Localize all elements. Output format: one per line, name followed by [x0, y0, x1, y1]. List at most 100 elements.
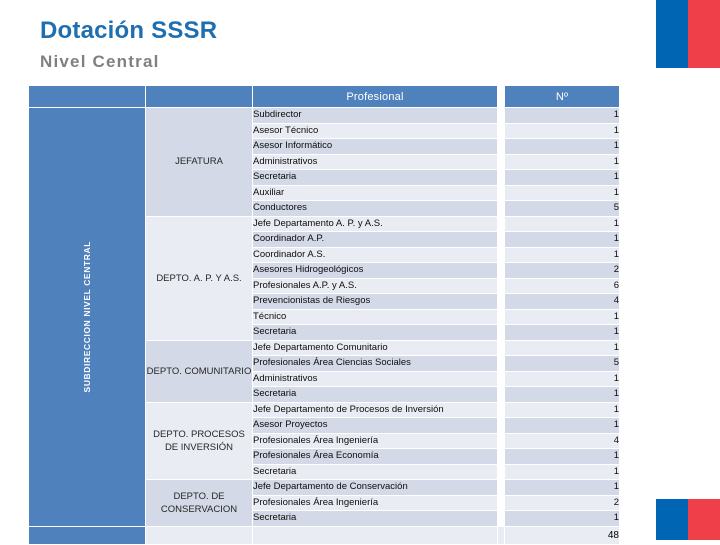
table-row: Coordinador A.P. 1 [29, 232, 619, 247]
gap-cell [498, 372, 504, 387]
number-cell: 2 [505, 263, 619, 278]
table-row: DEPTO. PROCESOS DE INVERSIÓN Jefe Departa… [29, 402, 619, 479]
professional-cell: Administrativos [253, 371, 497, 386]
table-row: Coordinador A.S. 1 [29, 247, 619, 262]
gap-cell [498, 325, 504, 340]
professional-cell: Secretaria [253, 325, 497, 340]
gap-cell [498, 449, 504, 464]
professional-cell: Subdirector [253, 108, 497, 123]
number-cell: 1 [505, 371, 619, 386]
flag-red-block [688, 499, 720, 540]
table-row: Profesionales A.P. y A.S. 6 [29, 278, 619, 294]
header-professional: Profesional [253, 86, 497, 107]
professional-cell: Conductores [253, 201, 497, 216]
gap-cell [498, 170, 504, 185]
gap-cell [498, 387, 504, 402]
number-cell: 1 [505, 464, 619, 479]
number-cell: 1 [505, 325, 619, 340]
table-row: Asesor Informático 1 [29, 139, 619, 154]
table-row: Administrativos 1 [29, 371, 619, 387]
flag-blue-block [656, 499, 688, 540]
gap-cell [498, 511, 504, 526]
number-cell: 2 [505, 495, 619, 510]
department-cell: DEPTO. PROCESOS DE INVERSIÓN [146, 402, 252, 479]
table-row: Secretaria 1 [29, 464, 619, 479]
header-unit [29, 86, 145, 107]
number-cell: 1 [505, 480, 619, 495]
table-row: Secretaria 1 [29, 325, 619, 340]
table-row: Prevencionistas de Riesgos 4 [29, 294, 619, 309]
professional-cell: Jefe Departamento A. P. y A.S. [253, 216, 497, 231]
page-subtitle: Nivel Central [40, 52, 160, 71]
number-cell: 1 [505, 418, 619, 433]
table-header: Profesional Nº [29, 86, 619, 107]
professional-cell: Secretaria [253, 464, 497, 479]
table-row: Secretaria 1 [29, 170, 619, 185]
number-cell: 1 [505, 511, 619, 526]
professional-cell: Secretaria [253, 170, 497, 185]
professional-cell: Técnico [253, 309, 497, 324]
table-row: SUBDIRECCION NIVEL CENTRAL JEFATURA Subdir… [29, 108, 619, 526]
footer-dept-cell [146, 526, 252, 544]
table-row: Técnico 1 [29, 309, 619, 324]
professional-cell: Asesores Hidrogeológicos [253, 263, 497, 278]
professional-cell: Asesor Informático [253, 139, 497, 154]
professional-cell: Profesionales Área Ciencias Sociales [253, 356, 497, 371]
professional-cell: Jefe Departamento de Conservación [253, 480, 497, 495]
gap-cell [498, 434, 504, 449]
professional-cell: Coordinador A.S. [253, 247, 497, 262]
header-gap [498, 86, 504, 107]
number-cell: 1 [505, 154, 619, 169]
professional-cell: Prevencionistas de Riesgos [253, 294, 497, 309]
total-value: 48 [505, 526, 619, 544]
table-row: Asesor Técnico 1 [29, 123, 619, 139]
footer-gap-cell [498, 526, 504, 544]
gap-cell [498, 232, 504, 247]
table-row: Auxiliar 1 [29, 185, 619, 200]
chilean-flag-mark-top [656, 0, 720, 68]
number-cell: 1 [505, 402, 619, 417]
number-cell: 4 [505, 294, 619, 309]
gap-cell [498, 217, 504, 232]
number-cell: 1 [505, 170, 619, 185]
gap-cell [498, 139, 504, 154]
gap-cell [498, 279, 504, 294]
number-cell: 1 [505, 232, 619, 247]
table-row: Secretaria 1 [29, 387, 619, 402]
number-cell: 1 [505, 340, 619, 355]
department-cell: DEPTO. DE CONSERVACION [146, 480, 252, 526]
number-cell: 5 [505, 201, 619, 216]
professional-cell: Secretaria [253, 387, 497, 402]
gap-cell [498, 294, 504, 309]
table-row: Asesor Proyectos 1 [29, 418, 619, 433]
gap-cell [498, 124, 504, 139]
professional-cell: Profesionales Área Ingeniería [253, 495, 497, 510]
table-footer: 48 [29, 526, 619, 544]
number-cell: 1 [505, 108, 619, 123]
professional-cell: Jefe Departamento de Procesos de Inversi… [253, 402, 497, 417]
header-number: Nº [505, 86, 619, 107]
table-row: Administrativos 1 [29, 154, 619, 170]
gap-cell [498, 341, 504, 356]
department-cell: DEPTO. COMUNITARIO [146, 340, 252, 402]
professional-cell: Profesionales A.P. y A.S. [253, 278, 497, 293]
chilean-flag-mark-bottom [656, 499, 720, 540]
professional-cell: Jefe Departamento Comunitario [253, 340, 497, 355]
gap-cell [498, 263, 504, 278]
number-cell: 1 [505, 123, 619, 138]
number-cell: 1 [505, 387, 619, 402]
flag-blue-block [656, 0, 688, 68]
number-cell: 1 [505, 139, 619, 154]
gap-cell [498, 155, 504, 170]
number-cell: 1 [505, 185, 619, 200]
gap-cell [498, 108, 504, 123]
gap-cell [498, 418, 504, 433]
unit-cell: SUBDIRECCION NIVEL CENTRAL [29, 108, 145, 526]
table-body: SUBDIRECCION NIVEL CENTRAL JEFATURA Subdir… [29, 108, 619, 526]
department-cell: JEFATURA [146, 108, 252, 216]
footer-unit-cell [29, 526, 145, 544]
table-row: Profesionales Área Ingeniería 4 [29, 433, 619, 449]
professional-cell: Secretaria [253, 511, 497, 526]
table-row: Profesionales Área Ciencias Sociales 5 [29, 356, 619, 371]
total-row: 48 [29, 526, 619, 544]
